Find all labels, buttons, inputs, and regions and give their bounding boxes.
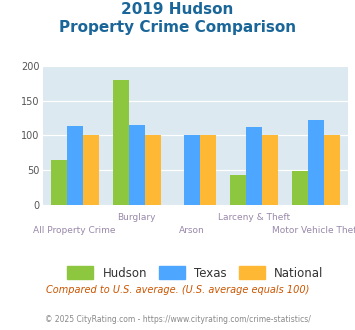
Text: Property Crime Comparison: Property Crime Comparison	[59, 20, 296, 35]
Text: Arson: Arson	[179, 226, 204, 235]
Text: © 2025 CityRating.com - https://www.cityrating.com/crime-statistics/: © 2025 CityRating.com - https://www.city…	[45, 315, 310, 324]
Text: Compared to U.S. average. (U.S. average equals 100): Compared to U.S. average. (U.S. average …	[46, 285, 309, 295]
Bar	[200, 135, 216, 205]
Bar	[246, 127, 262, 205]
Text: All Property Crime: All Property Crime	[33, 226, 116, 235]
Text: 2019 Hudson: 2019 Hudson	[121, 2, 234, 16]
Bar	[292, 171, 308, 205]
Bar	[83, 135, 99, 205]
Bar	[308, 120, 324, 205]
Bar	[113, 80, 129, 205]
Text: Larceny & Theft: Larceny & Theft	[218, 213, 290, 222]
Bar	[230, 176, 246, 205]
Bar	[184, 135, 200, 205]
Bar	[324, 135, 340, 205]
Bar	[67, 126, 83, 205]
Text: Motor Vehicle Theft: Motor Vehicle Theft	[272, 226, 355, 235]
Bar	[51, 160, 67, 205]
Bar	[129, 125, 145, 205]
Text: Burglary: Burglary	[118, 213, 156, 222]
Legend: Hudson, Texas, National: Hudson, Texas, National	[61, 260, 329, 285]
Bar	[262, 135, 278, 205]
Bar	[145, 135, 161, 205]
